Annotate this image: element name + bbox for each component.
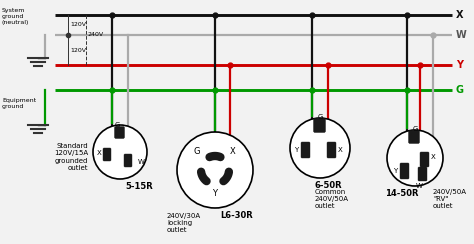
Text: Y: Y [212,190,218,199]
Text: 120V: 120V [70,48,86,52]
Text: W: W [416,183,422,189]
Text: X: X [338,147,343,153]
Text: 6-50R: 6-50R [315,181,343,190]
Text: Standard
120V/15A
grounded
outlet: Standard 120V/15A grounded outlet [54,143,88,171]
FancyBboxPatch shape [124,154,132,167]
Text: 240V/50A
"RV"
outlet: 240V/50A "RV" outlet [433,189,467,209]
FancyBboxPatch shape [103,148,111,161]
Text: 240V/30A
locking
outlet: 240V/30A locking outlet [167,213,201,233]
Circle shape [290,118,350,178]
Text: System
ground
(neutral): System ground (neutral) [2,8,29,25]
Circle shape [177,132,253,208]
FancyBboxPatch shape [115,126,125,139]
Text: X: X [97,150,102,156]
Text: X: X [230,148,236,156]
Circle shape [387,130,443,186]
Text: L6-30R: L6-30R [220,211,253,220]
FancyBboxPatch shape [400,163,409,179]
FancyBboxPatch shape [327,142,336,158]
Text: Y: Y [393,168,397,174]
FancyBboxPatch shape [313,119,326,132]
Text: Common
240V/50A
outlet: Common 240V/50A outlet [315,189,349,209]
FancyBboxPatch shape [418,167,427,181]
FancyBboxPatch shape [301,142,310,158]
Text: 240V: 240V [88,32,104,38]
Text: 5-15R: 5-15R [125,182,153,191]
FancyBboxPatch shape [409,131,419,143]
Text: 120V: 120V [70,22,86,28]
Text: G: G [114,122,120,128]
Text: W: W [456,30,467,40]
Text: W: W [138,159,145,165]
Circle shape [93,125,147,179]
Text: G: G [194,148,200,156]
Text: X: X [456,10,464,20]
Text: X: X [431,154,436,160]
Text: Equipment
ground: Equipment ground [2,98,36,109]
Text: G: G [456,85,464,95]
Text: G: G [412,126,418,132]
FancyBboxPatch shape [420,152,429,167]
Text: Y: Y [456,60,463,70]
Text: Y: Y [294,147,298,153]
Text: G: G [317,114,323,120]
Text: 14-50R: 14-50R [385,189,419,198]
